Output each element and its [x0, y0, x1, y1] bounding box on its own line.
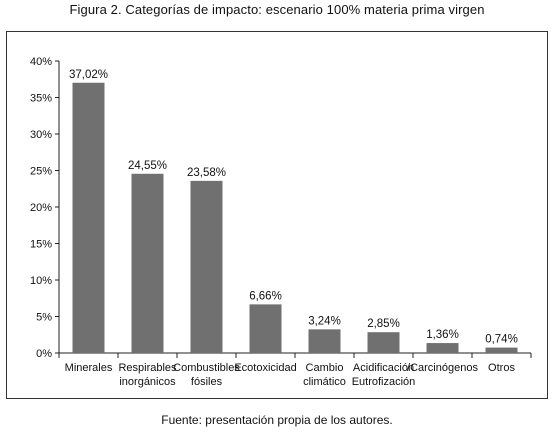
labels: 0% 5% 10% 15% 20% 25% 30% 35% 40% 37,02% Minerales…	[30, 56, 518, 388]
bars	[72, 82, 518, 353]
data-label: 37,02%	[69, 69, 108, 81]
y-tick-label: 10%	[30, 275, 52, 287]
chart-source: Fuente: presentación propia de los autor…	[161, 413, 393, 427]
data-label: 24,55%	[128, 160, 167, 172]
y-tick-label: 30%	[30, 129, 52, 141]
category-label: Eutrofización	[352, 376, 416, 388]
category-label: Cambio	[306, 362, 344, 374]
y-tick-label: 40%	[30, 56, 52, 68]
y-tick-label: 20%	[30, 202, 52, 214]
y-tick-label: 25%	[30, 166, 52, 178]
chart-title: Figura 2. Categorías de impacto: escenar…	[69, 2, 485, 17]
category-label: Acidificación	[353, 362, 414, 374]
bar	[190, 180, 223, 353]
data-label: 3,24%	[308, 315, 341, 327]
data-label: 23,58%	[187, 167, 226, 179]
category-label: climático	[303, 376, 346, 388]
axes	[55, 60, 532, 358]
category-label: Ecotoxicidad	[234, 362, 296, 374]
bar	[72, 82, 105, 353]
category-label: inorgánicos	[119, 376, 176, 388]
bar	[426, 343, 459, 353]
category-label: Combustibles	[173, 362, 240, 374]
category-label: Otros	[488, 362, 515, 374]
bar	[131, 173, 164, 353]
data-label: 2,85%	[367, 318, 400, 330]
bar	[249, 304, 282, 353]
y-tick-label: 0%	[36, 348, 52, 360]
category-label: Respirables	[118, 362, 177, 374]
bar	[485, 347, 518, 353]
y-tick-label: 5%	[36, 312, 52, 324]
category-label: /Carcinógenos	[407, 362, 478, 374]
category-label: Minerales	[65, 362, 113, 374]
bar	[367, 332, 400, 353]
y-tick-label: 35%	[30, 93, 52, 105]
category-label: fósiles	[191, 376, 223, 388]
y-tick-label: 15%	[30, 239, 52, 251]
data-label: 0,74%	[485, 334, 518, 346]
data-label: 1,36%	[426, 329, 459, 341]
data-label: 6,66%	[249, 290, 282, 302]
chart-frame	[6, 31, 548, 399]
bar	[308, 329, 341, 353]
